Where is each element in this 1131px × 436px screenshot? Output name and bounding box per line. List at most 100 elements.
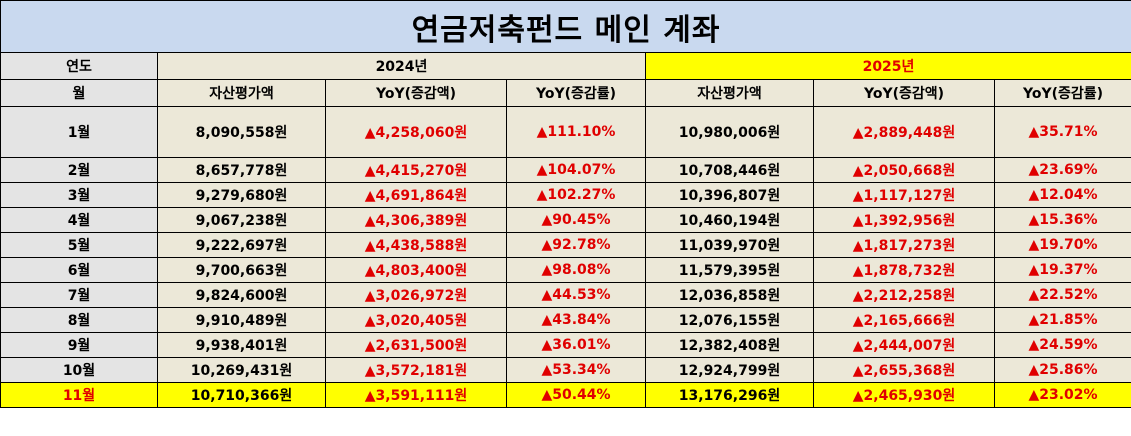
- yoy-rate-2024-cell: ▲90.45%: [506, 207, 646, 233]
- yoy-amount-2025-cell: ▲1,117,127원: [813, 182, 995, 208]
- yoy-rate-2024-cell: ▲44.53%: [506, 282, 646, 308]
- asset-2025-cell: 12,036,858원: [645, 282, 814, 308]
- col-header-yoy-amount-2025: YoY(증감액): [813, 79, 995, 107]
- month-cell: 2월: [0, 157, 158, 183]
- yoy-rate-2024-cell: ▲43.84%: [506, 307, 646, 333]
- asset-2024-cell: 10,710,366원: [157, 382, 326, 408]
- yoy-amount-2025-cell: ▲2,212,258원: [813, 282, 995, 308]
- yoy-rate-2025-cell: ▲21.85%: [993, 307, 1131, 333]
- table-row: 5월 9,222,697원 ▲4,438,588원 ▲92.78% 11,039,970…: [0, 232, 1131, 258]
- asset-2024-cell: 10,269,431원: [157, 357, 326, 383]
- month-cell: 5월: [0, 232, 158, 258]
- yoy-rate-2025-cell: ▲35.71%: [993, 106, 1131, 158]
- col-header-asset-2024: 자산평가액: [157, 79, 326, 107]
- yoy-amount-2024-cell: ▲4,415,270원: [325, 157, 507, 183]
- yoy-rate-2025-cell: ▲19.70%: [993, 232, 1131, 258]
- month-cell: 8월: [0, 307, 158, 333]
- month-cell: 9월: [0, 332, 158, 358]
- asset-2025-cell: 10,396,807원: [645, 182, 814, 208]
- yoy-amount-2024-cell: ▲2,631,500원: [325, 332, 507, 358]
- yoy-amount-2025-cell: ▲2,655,368원: [813, 357, 995, 383]
- table-row: 11월 10,710,366원 ▲3,591,111원 ▲50.44% 13,176,2…: [0, 382, 1131, 408]
- table-row: 7월 9,824,600원 ▲3,026,972원 ▲44.53% 12,036,858…: [0, 282, 1131, 308]
- year-2024-header: 2024년: [157, 52, 646, 80]
- yoy-rate-2025-cell: ▲22.52%: [993, 282, 1131, 308]
- page-title: 연금저축펀드 메인 계좌: [0, 0, 1131, 53]
- table-row: 2월 8,657,778원 ▲4,415,270원 ▲104.07% 10,708,44…: [0, 157, 1131, 183]
- yoy-amount-2025-cell: ▲2,465,930원: [813, 382, 995, 408]
- yoy-rate-2025-cell: ▲15.36%: [993, 207, 1131, 233]
- col-header-yoy-amount-2024: YoY(증감액): [325, 79, 507, 107]
- month-cell: 4월: [0, 207, 158, 233]
- yoy-rate-2024-cell: ▲53.34%: [506, 357, 646, 383]
- asset-2024-cell: 9,067,238원: [157, 207, 326, 233]
- yoy-amount-2025-cell: ▲1,392,956원: [813, 207, 995, 233]
- yoy-amount-2025-cell: ▲1,817,273원: [813, 232, 995, 258]
- yoy-amount-2024-cell: ▲3,020,405원: [325, 307, 507, 333]
- col-header-yoy-rate-2024: YoY(증감률): [506, 79, 646, 107]
- yoy-amount-2024-cell: ▲3,026,972원: [325, 282, 507, 308]
- table-row: 8월 9,910,489원 ▲3,020,405원 ▲43.84% 12,076,155…: [0, 307, 1131, 333]
- asset-2025-cell: 11,039,970원: [645, 232, 814, 258]
- month-label: 월: [0, 79, 158, 107]
- yoy-rate-2025-cell: ▲23.69%: [993, 157, 1131, 183]
- month-cell: 7월: [0, 282, 158, 308]
- month-cell: 6월: [0, 257, 158, 283]
- month-cell: 11월: [0, 382, 158, 408]
- month-cell: 10월: [0, 357, 158, 383]
- yoy-rate-2024-cell: ▲102.27%: [506, 182, 646, 208]
- yoy-amount-2024-cell: ▲3,591,111원: [325, 382, 507, 408]
- yoy-rate-2024-cell: ▲104.07%: [506, 157, 646, 183]
- yoy-amount-2024-cell: ▲4,438,588원: [325, 232, 507, 258]
- yoy-rate-2024-cell: ▲92.78%: [506, 232, 646, 258]
- yoy-rate-2025-cell: ▲19.37%: [993, 257, 1131, 283]
- asset-2024-cell: 9,938,401원: [157, 332, 326, 358]
- yoy-rate-2025-cell: ▲25.86%: [993, 357, 1131, 383]
- year-2025-header: 2025년: [644, 52, 1131, 80]
- yoy-rate-2024-cell: ▲111.10%: [506, 106, 646, 158]
- yoy-amount-2024-cell: ▲3,572,181원: [325, 357, 507, 383]
- asset-2025-cell: 10,980,006원: [645, 106, 814, 158]
- yoy-rate-2024-cell: ▲36.01%: [506, 332, 646, 358]
- asset-2025-cell: 10,708,446원: [645, 157, 814, 183]
- yoy-amount-2025-cell: ▲1,878,732원: [813, 257, 995, 283]
- yoy-amount-2024-cell: ▲4,803,400원: [325, 257, 507, 283]
- asset-2024-cell: 9,700,663원: [157, 257, 326, 283]
- asset-2025-cell: 10,460,194원: [645, 207, 814, 233]
- month-cell: 1월: [0, 106, 158, 158]
- asset-2024-cell: 9,222,697원: [157, 232, 326, 258]
- asset-2025-cell: 12,924,799원: [645, 357, 814, 383]
- yoy-amount-2025-cell: ▲2,889,448원: [813, 106, 995, 158]
- table-row: 6월 9,700,663원 ▲4,803,400원 ▲98.08% 11,579,395…: [0, 257, 1131, 283]
- col-header-asset-2025: 자산평가액: [645, 79, 814, 107]
- yoy-amount-2025-cell: ▲2,444,007원: [813, 332, 995, 358]
- asset-2024-cell: 9,824,600원: [157, 282, 326, 308]
- yoy-amount-2024-cell: ▲4,691,864원: [325, 182, 507, 208]
- asset-2025-cell: 12,382,408원: [645, 332, 814, 358]
- yoy-amount-2025-cell: ▲2,165,666원: [813, 307, 995, 333]
- table-row: 3월 9,279,680원 ▲4,691,864원 ▲102.27% 10,396,80…: [0, 182, 1131, 208]
- month-cell: 3월: [0, 182, 158, 208]
- asset-2024-cell: 9,279,680원: [157, 182, 326, 208]
- asset-2024-cell: 8,090,558원: [157, 106, 326, 158]
- yoy-amount-2024-cell: ▲4,306,389원: [325, 207, 507, 233]
- yoy-rate-2024-cell: ▲50.44%: [506, 382, 646, 408]
- table-row: 4월 9,067,238원 ▲4,306,389원 ▲90.45% 10,460,194…: [0, 207, 1131, 233]
- asset-2025-cell: 12,076,155원: [645, 307, 814, 333]
- yoy-rate-2025-cell: ▲12.04%: [993, 182, 1131, 208]
- table-row: 9월 9,938,401원 ▲2,631,500원 ▲36.01% 12,382,408…: [0, 332, 1131, 358]
- yoy-rate-2025-cell: ▲23.02%: [993, 382, 1131, 408]
- pension-fund-table: 연금저축펀드 메인 계좌 연도 2024년 2025년 월 자산평가액 YoY(…: [0, 0, 1131, 408]
- asset-2025-cell: 11,579,395원: [645, 257, 814, 283]
- yoy-rate-2025-cell: ▲24.59%: [993, 332, 1131, 358]
- yoy-amount-2024-cell: ▲4,258,060원: [325, 106, 507, 158]
- col-header-yoy-rate-2025: YoY(증감률): [993, 79, 1131, 107]
- asset-2025-cell: 13,176,296원: [645, 382, 814, 408]
- asset-2024-cell: 9,910,489원: [157, 307, 326, 333]
- table-row: 1월 8,090,558원 ▲4,258,060원 ▲111.10% 10,980,00…: [0, 106, 1131, 158]
- year-label: 연도: [0, 52, 158, 80]
- yoy-amount-2025-cell: ▲2,050,668원: [813, 157, 995, 183]
- table-row: 10월 10,269,431원 ▲3,572,181원 ▲53.34% 12,924,7…: [0, 357, 1131, 383]
- asset-2024-cell: 8,657,778원: [157, 157, 326, 183]
- yoy-rate-2024-cell: ▲98.08%: [506, 257, 646, 283]
